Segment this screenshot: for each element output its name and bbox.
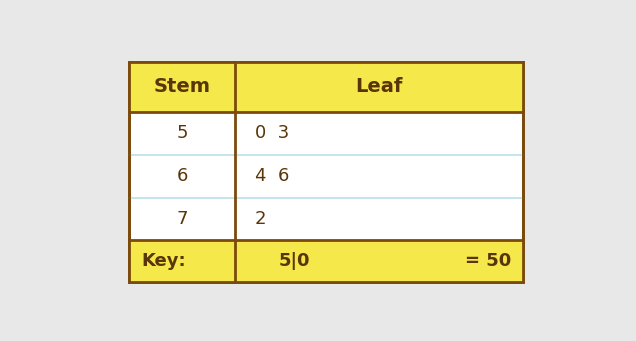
Bar [128, 240, 523, 282]
Text: Leaf: Leaf [356, 77, 403, 97]
Text: 2: 2 [255, 210, 266, 228]
Text: 4  6: 4 6 [255, 167, 289, 185]
Text: 5: 5 [176, 124, 188, 142]
Text: 7: 7 [176, 210, 188, 228]
Bar [128, 62, 523, 282]
Bar [128, 62, 523, 112]
Text: = 50: = 50 [464, 252, 511, 270]
Bar [128, 62, 523, 282]
Text: Key:: Key: [141, 252, 186, 270]
Text: 6: 6 [176, 167, 188, 185]
Text: 0  3: 0 3 [255, 124, 289, 142]
Text: 5|0: 5|0 [279, 252, 310, 270]
Text: Stem: Stem [153, 77, 211, 97]
